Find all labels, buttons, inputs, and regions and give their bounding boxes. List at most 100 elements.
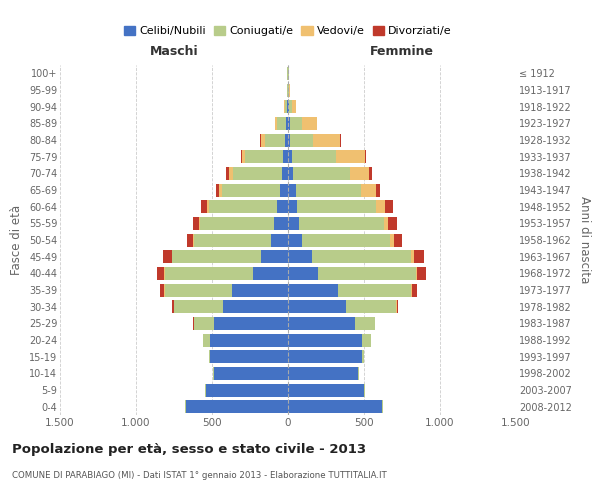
Bar — [174, 300, 223, 313]
Bar — [209, 200, 277, 213]
Bar — [288, 150, 292, 163]
Bar — [350, 167, 370, 180]
Bar — [233, 167, 282, 180]
Bar — [293, 167, 350, 180]
Bar — [292, 100, 296, 113]
Bar — [253, 267, 288, 280]
Y-axis label: Fasce di età: Fasce di età — [10, 205, 23, 275]
Bar — [213, 367, 214, 380]
Bar — [288, 184, 296, 196]
Bar — [364, 384, 365, 396]
Bar — [185, 400, 186, 413]
Bar — [394, 234, 402, 246]
Bar — [200, 200, 206, 213]
Bar — [286, 117, 288, 130]
Bar — [319, 267, 416, 280]
Bar — [172, 300, 174, 313]
Bar — [277, 117, 286, 130]
Bar — [160, 284, 164, 296]
Bar — [194, 234, 271, 246]
Bar — [396, 300, 397, 313]
Bar — [290, 117, 302, 130]
Bar — [260, 134, 265, 146]
Bar — [388, 217, 397, 230]
Bar — [297, 200, 376, 213]
Bar — [288, 300, 346, 313]
Bar — [265, 134, 285, 146]
Bar — [226, 167, 229, 180]
Bar — [275, 117, 277, 130]
Bar — [302, 117, 317, 130]
Bar — [358, 367, 359, 380]
Bar — [206, 384, 288, 396]
Bar — [283, 150, 288, 163]
Bar — [288, 100, 289, 113]
Bar — [194, 317, 214, 330]
Bar — [288, 384, 364, 396]
Bar — [302, 234, 390, 246]
Bar — [245, 150, 283, 163]
Bar — [211, 350, 288, 363]
Bar — [277, 200, 288, 213]
Bar — [206, 200, 209, 213]
Bar — [288, 134, 290, 146]
Bar — [289, 100, 292, 113]
Bar — [290, 134, 313, 146]
Bar — [193, 317, 194, 330]
Bar — [412, 284, 417, 296]
Bar — [288, 217, 299, 230]
Bar — [299, 217, 384, 230]
Bar — [390, 234, 394, 246]
Bar — [382, 400, 383, 413]
Bar — [282, 167, 288, 180]
Bar — [193, 234, 194, 246]
Bar — [376, 184, 380, 196]
Bar — [288, 400, 382, 413]
Bar — [346, 300, 396, 313]
Bar — [397, 300, 398, 313]
Bar — [274, 217, 288, 230]
Bar — [365, 150, 366, 163]
Bar — [200, 217, 274, 230]
Text: Femmine: Femmine — [370, 46, 434, 59]
Y-axis label: Anni di nascita: Anni di nascita — [578, 196, 591, 284]
Bar — [361, 184, 376, 196]
Bar — [313, 134, 340, 146]
Bar — [285, 100, 287, 113]
Bar — [209, 350, 211, 363]
Bar — [163, 250, 172, 263]
Bar — [289, 84, 290, 96]
Bar — [414, 250, 424, 263]
Bar — [214, 317, 288, 330]
Bar — [260, 250, 288, 263]
Bar — [284, 100, 285, 113]
Bar — [287, 100, 288, 113]
Bar — [216, 184, 219, 196]
Bar — [165, 267, 253, 280]
Bar — [292, 150, 336, 163]
Bar — [355, 317, 374, 330]
Bar — [370, 167, 373, 180]
Bar — [271, 234, 288, 246]
Bar — [374, 317, 376, 330]
Bar — [223, 300, 288, 313]
Bar — [229, 167, 233, 180]
Bar — [242, 150, 245, 163]
Bar — [203, 334, 211, 346]
Bar — [222, 184, 280, 196]
Bar — [172, 250, 260, 263]
Bar — [416, 267, 417, 280]
Bar — [187, 234, 193, 246]
Bar — [384, 217, 388, 230]
Legend: Celibi/Nubili, Coniugati/e, Vedovi/e, Divorziati/e: Celibi/Nubili, Coniugati/e, Vedovi/e, Di… — [120, 22, 456, 41]
Bar — [165, 284, 232, 296]
Bar — [296, 184, 361, 196]
Bar — [214, 367, 288, 380]
Bar — [157, 267, 164, 280]
Bar — [385, 200, 393, 213]
Bar — [288, 267, 319, 280]
Bar — [336, 150, 365, 163]
Bar — [288, 284, 338, 296]
Bar — [219, 184, 222, 196]
Bar — [411, 284, 412, 296]
